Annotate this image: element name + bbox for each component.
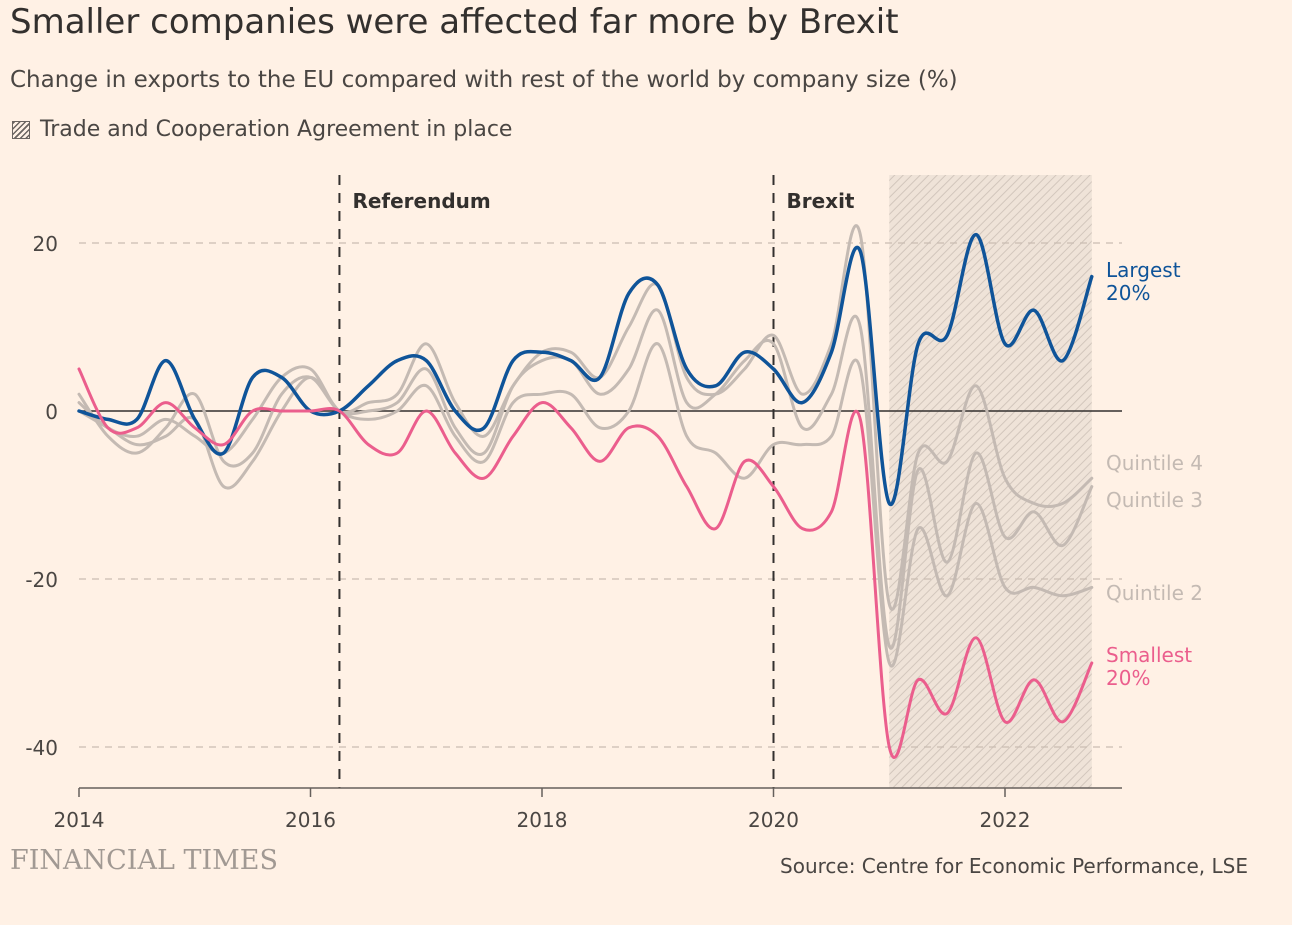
tca-shaded-region [889,175,1092,788]
source-note: Source: Centre for Economic Performance,… [780,854,1248,878]
brand-logo: FINANCIAL TIMES [10,845,279,876]
x-tick-label: 2022 [980,808,1031,832]
label-largest-pct: 20% [1106,281,1150,305]
label-quintile-4: Quintile 4 [1106,451,1203,475]
x-tick-label: 2018 [517,808,568,832]
chart-title: Smaller companies were affected far more… [10,2,899,42]
y-tick-label: 0 [45,400,58,424]
label-smallest-pct: 20% [1106,666,1150,690]
x-tick-label: 2020 [748,808,799,832]
y-tick-label: -40 [25,736,58,760]
series-line-smallest [77,367,1094,759]
series-line-quintile-3 [77,308,1094,650]
chart-subtitle: Change in exports to the EU compared wit… [10,67,958,93]
y-tick-label: 20 [33,232,58,256]
x-tick-label: 2014 [54,808,105,832]
hatch-legend-icon [12,120,30,139]
legend-label: Trade and Cooperation Agreement in place [40,117,513,142]
label-smallest: Smallest [1106,643,1192,667]
label-quintile-3: Quintile 3 [1106,488,1203,512]
x-tick-label: 2016 [285,808,336,832]
series-line-largest [77,232,1094,507]
series-line-quintile-2 [77,342,1094,668]
event-label-referendum: Referendum [352,189,490,213]
event-label-brexit: Brexit [787,189,855,213]
legend: Trade and Cooperation Agreement in place [12,117,512,142]
label-largest: Largest [1106,258,1181,282]
label-quintile-2: Quintile 2 [1106,581,1203,605]
y-tick-label: -20 [25,568,58,592]
series-line-quintile-4 [77,224,1094,611]
